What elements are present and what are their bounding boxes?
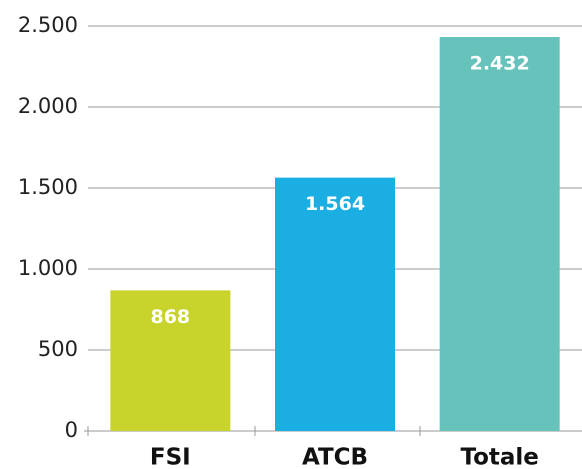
bar bbox=[110, 290, 231, 431]
x-tick-label: FSI bbox=[150, 445, 191, 469]
value-label: 2.432 bbox=[470, 53, 530, 75]
bar bbox=[275, 177, 395, 431]
value-label: 868 bbox=[150, 306, 190, 328]
x-tick-label: Totale bbox=[460, 445, 538, 469]
value-label: 1.564 bbox=[305, 193, 365, 215]
y-tick-label: 2.500 bbox=[18, 13, 78, 37]
y-tick-label: 500 bbox=[38, 337, 78, 361]
y-tick-label: 1.000 bbox=[18, 256, 78, 280]
y-tick-label: 2.000 bbox=[18, 94, 78, 118]
bar bbox=[439, 37, 560, 432]
y-tick-label: 1.500 bbox=[18, 175, 78, 199]
y-tick-label: 0 bbox=[65, 418, 78, 442]
x-tick-label: ATCB bbox=[302, 445, 368, 469]
